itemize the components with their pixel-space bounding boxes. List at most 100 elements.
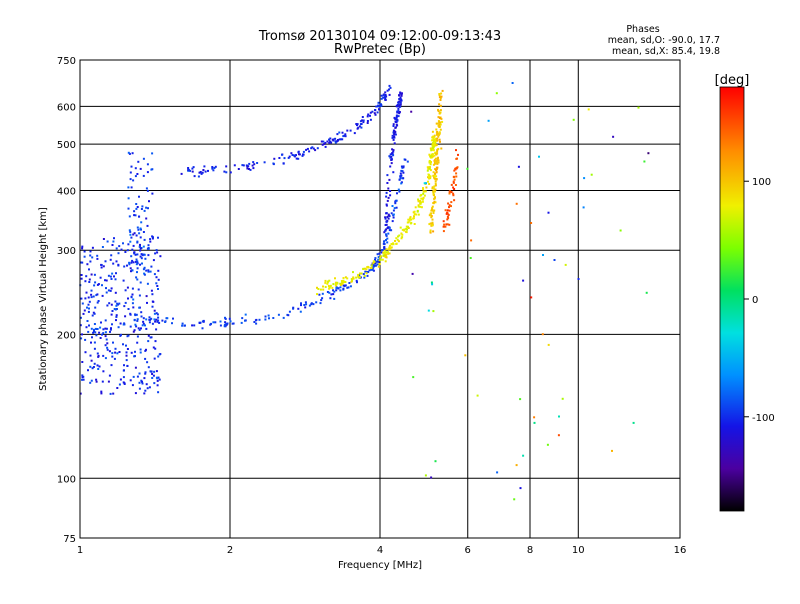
data-point [138, 381, 141, 384]
data-point [383, 246, 386, 249]
data-point [102, 354, 105, 357]
data-point [146, 189, 149, 192]
data-point [151, 322, 154, 325]
data-point [96, 301, 99, 304]
data-point [114, 300, 117, 303]
data-point [447, 217, 450, 220]
data-point [331, 286, 334, 289]
data-point [300, 302, 302, 305]
data-point [362, 273, 365, 276]
data-point [171, 322, 173, 325]
data-point [363, 274, 366, 277]
data-point [130, 255, 133, 258]
data-point [95, 380, 98, 383]
data-point [131, 293, 134, 296]
data-point [137, 160, 140, 163]
data-point [386, 199, 389, 202]
data-point [142, 245, 145, 248]
data-point [85, 291, 88, 294]
data-point [201, 171, 204, 174]
data-point [448, 206, 450, 209]
data-point [419, 194, 422, 197]
data-point [223, 325, 226, 328]
data-point [128, 263, 131, 266]
data-point [138, 232, 141, 235]
y-tick-label: 200 [57, 330, 76, 341]
data-point [452, 181, 455, 184]
data-point [134, 214, 137, 217]
data-point [135, 263, 138, 266]
data-point [392, 149, 395, 152]
data-point [339, 284, 342, 286]
data-point [100, 392, 103, 395]
data-point [139, 227, 142, 230]
data-point [519, 487, 522, 490]
data-point [214, 165, 217, 168]
data-point [81, 333, 83, 336]
data-point [326, 282, 329, 285]
data-point [385, 239, 387, 241]
data-point [380, 97, 383, 100]
data-point [388, 93, 391, 96]
data-point [434, 141, 437, 144]
data-point [533, 421, 536, 424]
data-point [395, 242, 398, 245]
data-point [429, 175, 432, 178]
data-point [375, 264, 378, 267]
data-point [228, 317, 231, 320]
data-point [302, 150, 305, 153]
data-point [406, 160, 409, 163]
data-point [123, 369, 125, 372]
data-point [93, 312, 96, 315]
data-point [145, 383, 148, 386]
data-point [232, 322, 235, 325]
data-point [397, 101, 400, 104]
data-point [88, 324, 90, 327]
phases-heading: Phases [626, 24, 659, 35]
data-point [428, 177, 430, 180]
data-point [561, 397, 564, 400]
data-point [85, 326, 88, 329]
data-point [395, 115, 398, 118]
data-point [148, 316, 151, 319]
data-point [130, 270, 132, 273]
data-point [295, 154, 297, 157]
data-point [446, 215, 449, 218]
data-point [111, 355, 114, 358]
data-point [476, 394, 479, 397]
data-point [145, 318, 148, 321]
data-point [430, 147, 433, 150]
data-point [144, 257, 147, 260]
data-point [329, 284, 332, 287]
data-point [384, 97, 387, 100]
data-point [139, 243, 141, 246]
data-point [147, 244, 150, 247]
data-point [432, 174, 435, 177]
data-point [159, 255, 162, 258]
data-point [435, 178, 438, 181]
data-point [122, 242, 124, 245]
data-point [395, 206, 398, 209]
data-point [139, 236, 142, 239]
data-point [367, 271, 370, 273]
data-point [143, 266, 146, 269]
x-axis-label: Frequency [MHz] [338, 560, 422, 571]
data-point [282, 316, 285, 319]
data-point [154, 347, 157, 350]
data-point [181, 324, 184, 327]
data-point [153, 273, 156, 276]
data-point [125, 359, 128, 362]
data-point [511, 82, 514, 84]
data-point [417, 204, 420, 207]
data-point [193, 175, 196, 178]
data-point [156, 320, 159, 323]
data-point [339, 138, 342, 141]
data-point [390, 212, 393, 215]
data-point [96, 352, 99, 355]
data-point [118, 351, 121, 353]
data-point [337, 287, 340, 290]
data-point [88, 281, 91, 283]
data-point [114, 347, 117, 350]
data-point [438, 123, 441, 126]
data-point [105, 327, 108, 330]
